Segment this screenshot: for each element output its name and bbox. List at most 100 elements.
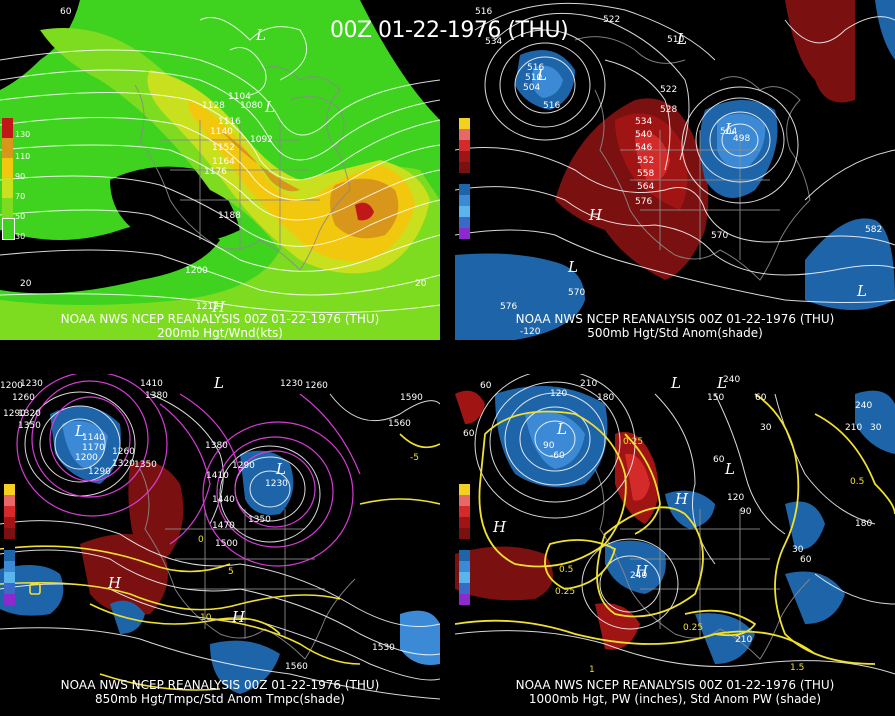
height-label: 504 [720, 127, 737, 137]
height-label: 1470 [212, 521, 235, 531]
height-label: 1320 [112, 459, 135, 469]
low-center: L [556, 420, 567, 438]
height-label: 1092 [250, 135, 273, 145]
height-label: 120 [550, 389, 567, 399]
pw-label: 1.5 [790, 663, 804, 673]
temp-label: 5 [228, 567, 234, 577]
height-label: 1350 [248, 515, 271, 525]
pw-label: 0.25 [683, 623, 703, 633]
pw-label: 0.25 [623, 437, 643, 447]
height-label: 1560 [388, 419, 411, 429]
wind-legend [2, 118, 15, 240]
height-label: 60 [800, 555, 812, 565]
height-label: 210 [580, 379, 597, 389]
high-center: H [231, 608, 246, 626]
height-label: 180 [597, 393, 614, 403]
panel-500mb: 516 534 522 510 504 516 522 528 534 540 … [455, 0, 895, 340]
panel-200mb: 1128 1080 1116 1092 1140 1152 1164 1176 … [0, 0, 440, 340]
edge-label: 60 [60, 7, 72, 17]
height-label: 552 [637, 156, 654, 166]
height-label: 522 [660, 85, 677, 95]
height-label: 576 [635, 197, 652, 207]
height-label: 540 [635, 130, 652, 140]
height-label: 60 [463, 429, 475, 439]
height-label: 240 [723, 375, 740, 385]
height-label: 534 [485, 37, 502, 47]
height-label: 1260 [12, 393, 35, 403]
height-label: 30 [792, 545, 804, 555]
legend-label: 50 [15, 212, 26, 221]
pw-label: 0.25 [555, 587, 575, 597]
low-center: L [724, 120, 735, 138]
height-label: 516 [527, 63, 544, 73]
height-label: 1350 [18, 421, 41, 431]
height-label: 210 [845, 423, 862, 433]
height-label: 180 [855, 519, 872, 529]
height-label: 564 [637, 182, 654, 192]
height-label: 90 [740, 507, 752, 517]
temp-label: -5 [410, 453, 419, 463]
pw-label: 1 [589, 665, 595, 675]
high-center: H [107, 574, 122, 592]
height-label: 516 [543, 101, 560, 111]
low-center: L [676, 30, 687, 48]
panel-caption: NOAA NWS NCEP REANALYSIS 00Z 01-22-1976 … [455, 312, 895, 340]
low-center: L [536, 66, 547, 84]
caption-line-2: 1000mb Hgt, PW (inches), Std Anom PW (sh… [528, 692, 822, 706]
low-center: L [716, 374, 727, 392]
caption-line-1: NOAA NWS NCEP REANALYSIS 00Z 01-22-1976 … [60, 678, 380, 692]
height-label: 570 [711, 231, 728, 241]
height-label: 60 [755, 393, 767, 403]
height-label: 1152 [212, 143, 235, 153]
height-label: 498 [733, 134, 750, 144]
height-label: 210 [735, 635, 752, 645]
high-center: H [588, 206, 603, 224]
height-label: 1188 [218, 211, 241, 221]
panel-1000mb: 60 120 210 180 240 150 60 30 240 210 180… [455, 374, 895, 716]
height-label: 1104 [228, 92, 251, 102]
edge-label: 20 [415, 279, 427, 289]
height-label: 1230 [265, 479, 288, 489]
caption-line-2: 850mb Hgt/Tmpc/Std Anom Tmpc(shade) [95, 692, 345, 706]
main-title: 00Z 01-22-1976 (THU) [330, 18, 569, 43]
panel-850mb: 1200 1230 1260 1290 1320 1350 1140 1170 … [0, 374, 440, 716]
height-label: 240 [855, 401, 872, 411]
pw-label: 0.5 [850, 477, 864, 487]
height-label: 1410 [140, 379, 163, 389]
temp-label: 10 [200, 613, 212, 623]
height-label: 1164 [212, 157, 235, 167]
height-label: 522 [603, 15, 620, 25]
map-200mb: 1128 1080 1116 1092 1140 1152 1164 1176 … [0, 0, 440, 340]
height-label: 60 [480, 381, 492, 391]
caption-line-2: 200mb Hgt/Wnd(kts) [157, 326, 283, 340]
height-label: 120 [727, 493, 744, 503]
anomaly-legend [459, 118, 470, 239]
height-label: 150 [707, 393, 724, 403]
height-label: 1116 [218, 117, 241, 127]
height-label: 240 [630, 571, 647, 581]
height-label: 1350 [134, 460, 157, 470]
legend-label: 70 [15, 192, 26, 201]
panel-caption: NOAA NWS NCEP REANALYSIS 00Z 01-22-1976 … [455, 678, 895, 706]
low-center: L [213, 374, 224, 392]
high-center: H [492, 518, 507, 536]
height-label: 1530 [372, 643, 395, 653]
height-label: 90 [543, 441, 555, 451]
map-850mb: 1200 1230 1260 1290 1320 1350 1140 1170 … [0, 374, 440, 716]
height-label: 1410 [206, 471, 229, 481]
high-center: H [634, 562, 649, 580]
height-label: 1260 [112, 447, 135, 457]
height-label: 1290 [232, 461, 255, 471]
height-label: 504 [523, 83, 540, 93]
low-center: L [670, 374, 681, 392]
height-label: 1128 [202, 101, 225, 111]
height-label: 1590 [400, 393, 423, 403]
height-label: 1170 [82, 443, 105, 453]
height-label: 1200 [75, 453, 98, 463]
legend-label: 30 [15, 232, 26, 241]
height-label: 1320 [18, 409, 41, 419]
temp-label: 0 [198, 535, 204, 545]
height-label: 516 [475, 7, 492, 17]
height-label: 558 [637, 169, 654, 179]
edge-label: -120 [520, 327, 541, 337]
